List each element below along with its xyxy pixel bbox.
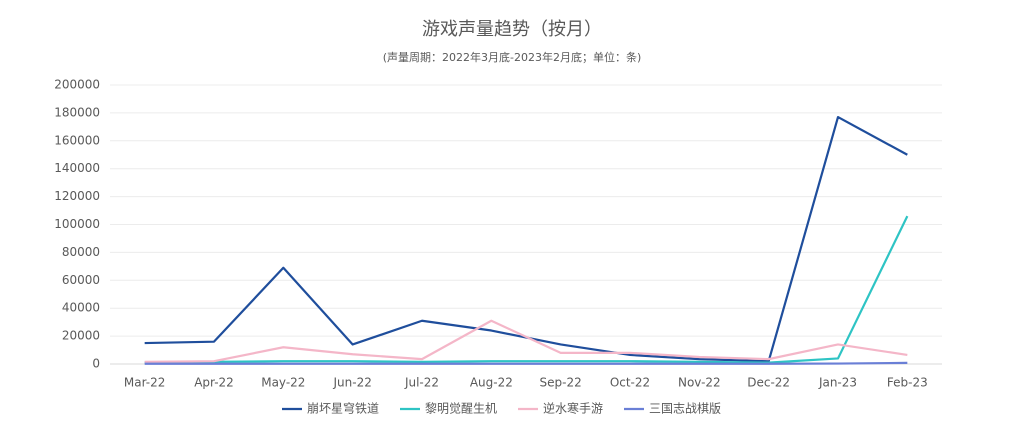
- x-tick-label: Jun-22: [332, 376, 371, 390]
- y-tick-label: 120000: [54, 189, 100, 203]
- y-tick-label: 180000: [54, 105, 100, 119]
- series-line: [144, 215, 909, 364]
- y-tick-label: 0: [92, 357, 100, 371]
- x-tick-label: Apr-22: [194, 376, 234, 390]
- chart-title: 游戏声量趋势（按月）: [422, 19, 602, 40]
- y-tick-label: 40000: [62, 301, 100, 315]
- x-tick-label: May-22: [261, 376, 305, 390]
- x-tick-label: Feb-23: [887, 376, 928, 390]
- y-tick-label: 20000: [62, 329, 100, 343]
- y-tick-label: 160000: [54, 133, 100, 147]
- x-tick-label: Aug-22: [470, 376, 513, 390]
- y-tick-label: 60000: [62, 273, 100, 287]
- x-tick-label: Oct-22: [610, 376, 650, 390]
- x-tick-label: Mar-22: [124, 376, 165, 390]
- legend-label: 三国志战棋版: [649, 402, 721, 416]
- legend-label: 黎明觉醒生机: [425, 402, 497, 416]
- y-tick-label: 80000: [62, 245, 100, 259]
- x-tick-label: Jan-23: [818, 376, 857, 390]
- series-line: [144, 319, 908, 364]
- x-tick-label: Jul-22: [404, 376, 439, 390]
- y-tick-label: 100000: [54, 217, 100, 231]
- x-tick-label: Sep-22: [540, 376, 582, 390]
- legend-label: 崩坏星穹铁道: [307, 401, 379, 416]
- y-tick-label: 200000: [54, 78, 100, 92]
- series-line: [144, 361, 908, 365]
- x-tick-label: Dec-22: [747, 376, 790, 390]
- chart-subtitle: (声量周期：2022年3月底-2023年2月底；单位：条): [383, 50, 642, 64]
- y-tick-label: 140000: [54, 161, 100, 175]
- x-tick-label: Nov-22: [678, 376, 721, 390]
- legend-label: 逆水寒手游: [543, 401, 603, 416]
